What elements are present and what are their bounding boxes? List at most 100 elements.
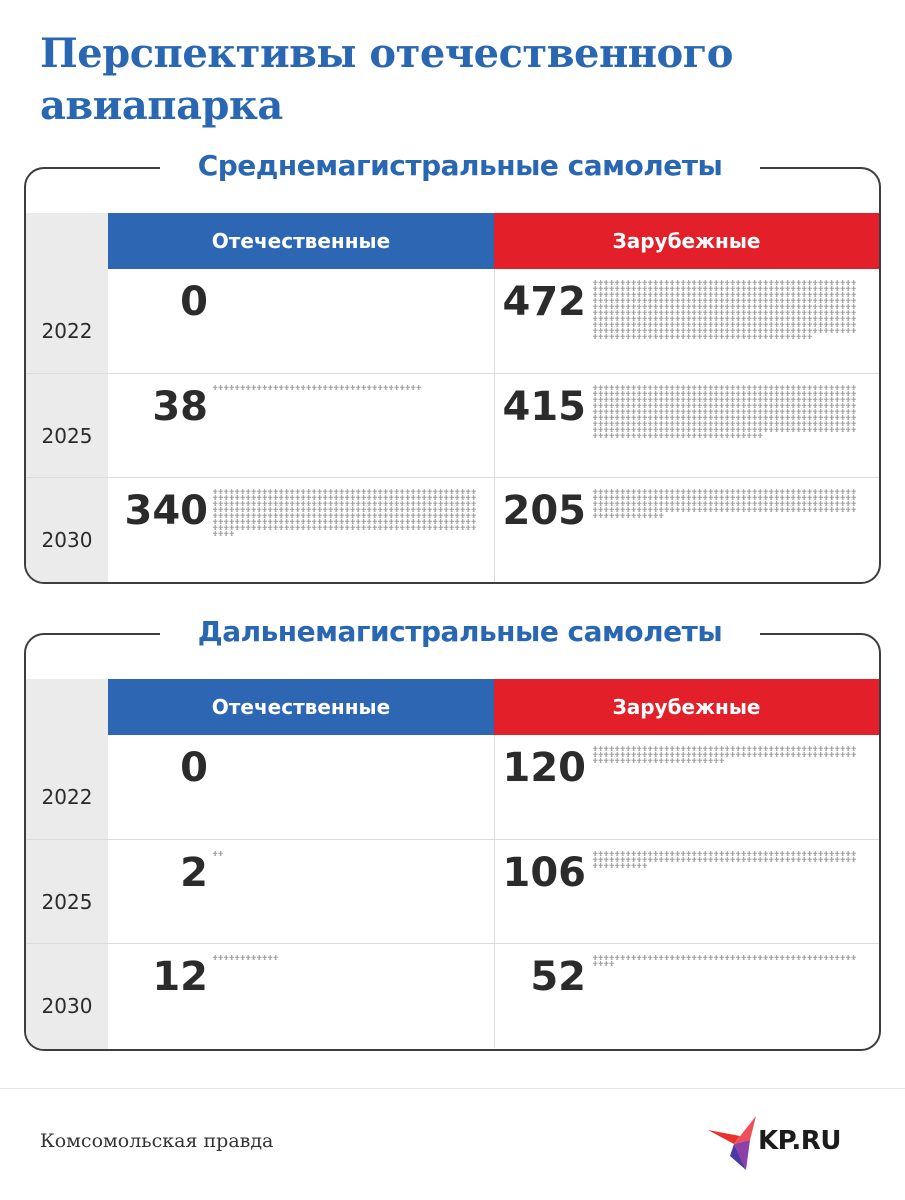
plane-icon bbox=[664, 334, 669, 339]
plane-icon bbox=[427, 507, 432, 512]
plane-icon bbox=[306, 507, 311, 512]
plane-icon bbox=[670, 433, 675, 438]
plane-icon bbox=[703, 391, 708, 396]
plane-icon bbox=[416, 513, 421, 518]
plane-icon bbox=[328, 489, 333, 494]
plane-icon bbox=[631, 752, 636, 757]
plane-icon bbox=[642, 334, 647, 339]
plane-icon bbox=[615, 316, 620, 321]
plane-icon-grid bbox=[593, 851, 856, 868]
plane-icon bbox=[675, 409, 680, 414]
plane-icon bbox=[604, 409, 609, 414]
plane-icon bbox=[240, 525, 245, 530]
plane-icon bbox=[279, 385, 284, 390]
plane-icon bbox=[835, 292, 840, 297]
plane-icon bbox=[670, 501, 675, 506]
plane-icon bbox=[301, 385, 306, 390]
plane-icon bbox=[224, 531, 229, 536]
plane-icon bbox=[433, 519, 438, 524]
plane-icon bbox=[213, 955, 218, 960]
plane-icon bbox=[791, 746, 796, 751]
plane-icon bbox=[851, 752, 856, 757]
plane-icon bbox=[438, 525, 443, 530]
plane-icon bbox=[609, 513, 614, 518]
plane-icon bbox=[670, 385, 675, 390]
plane-icon bbox=[604, 415, 609, 420]
plane-icon bbox=[328, 495, 333, 500]
plane-icon bbox=[791, 409, 796, 414]
plane-icon bbox=[818, 298, 823, 303]
plane-icon bbox=[394, 507, 399, 512]
plane-icon bbox=[598, 433, 603, 438]
plane-icon bbox=[653, 403, 658, 408]
plane-icon bbox=[598, 328, 603, 333]
plane-icon bbox=[648, 501, 653, 506]
plane-icon bbox=[725, 322, 730, 327]
kp-logo[interactable]: KP.RU bbox=[706, 1112, 876, 1172]
column-header-domestic: Отечественные bbox=[108, 213, 494, 269]
plane-icon bbox=[598, 501, 603, 506]
plane-icon bbox=[780, 328, 785, 333]
plane-icon bbox=[394, 489, 399, 494]
plane-icon bbox=[681, 385, 686, 390]
plane-icon bbox=[405, 489, 410, 494]
plane-icon bbox=[840, 501, 845, 506]
plane-icon bbox=[730, 403, 735, 408]
plane-icon bbox=[708, 758, 713, 763]
plane-icon bbox=[433, 489, 438, 494]
value-foreign: 106 bbox=[502, 850, 587, 896]
plane-icon bbox=[846, 427, 851, 432]
plane-icon bbox=[714, 391, 719, 396]
plane-icon bbox=[394, 495, 399, 500]
plane-icon bbox=[626, 328, 631, 333]
plane-icon bbox=[609, 421, 614, 426]
plane-icon-grid bbox=[593, 385, 856, 438]
plane-icon bbox=[620, 851, 625, 856]
plane-icon bbox=[664, 427, 669, 432]
plane-icon bbox=[791, 489, 796, 494]
plane-icon bbox=[730, 280, 735, 285]
plane-icon bbox=[301, 495, 306, 500]
plane-icon bbox=[604, 427, 609, 432]
plane-icons-foreign bbox=[592, 279, 858, 341]
plane-icon bbox=[741, 746, 746, 751]
plane-icon bbox=[824, 752, 829, 757]
plane-icon bbox=[598, 489, 603, 494]
plane-icon bbox=[213, 531, 218, 536]
plane-icon bbox=[290, 507, 295, 512]
plane-icon bbox=[620, 304, 625, 309]
plane-icon bbox=[835, 310, 840, 315]
plane-icon bbox=[648, 391, 653, 396]
plane-icon bbox=[741, 507, 746, 512]
plane-icon bbox=[719, 403, 724, 408]
plane-icon bbox=[703, 304, 708, 309]
plane-icon bbox=[714, 304, 719, 309]
plane-icon bbox=[758, 280, 763, 285]
plane-icon bbox=[637, 280, 642, 285]
plane-icon bbox=[835, 385, 840, 390]
plane-icon bbox=[763, 489, 768, 494]
plane-icon bbox=[769, 298, 774, 303]
plane-icon bbox=[835, 501, 840, 506]
plane-icon bbox=[218, 851, 223, 856]
plane-icon bbox=[741, 752, 746, 757]
plane-icon bbox=[626, 746, 631, 751]
plane-icon bbox=[251, 519, 256, 524]
plane-icon bbox=[334, 525, 339, 530]
plane-icon bbox=[664, 421, 669, 426]
value-domestic: 0 bbox=[180, 279, 208, 325]
plane-icon bbox=[846, 955, 851, 960]
plane-icon bbox=[224, 955, 229, 960]
plane-icon bbox=[730, 421, 735, 426]
plane-icon bbox=[829, 955, 834, 960]
plane-icon bbox=[598, 752, 603, 757]
plane-icon bbox=[609, 415, 614, 420]
plane-icon bbox=[807, 322, 812, 327]
plane-icon bbox=[422, 489, 427, 494]
plane-icon bbox=[813, 304, 818, 309]
plane-icon bbox=[604, 501, 609, 506]
plane-icon bbox=[747, 310, 752, 315]
plane-icon bbox=[807, 421, 812, 426]
plane-icon bbox=[840, 955, 845, 960]
plane-icon bbox=[708, 507, 713, 512]
